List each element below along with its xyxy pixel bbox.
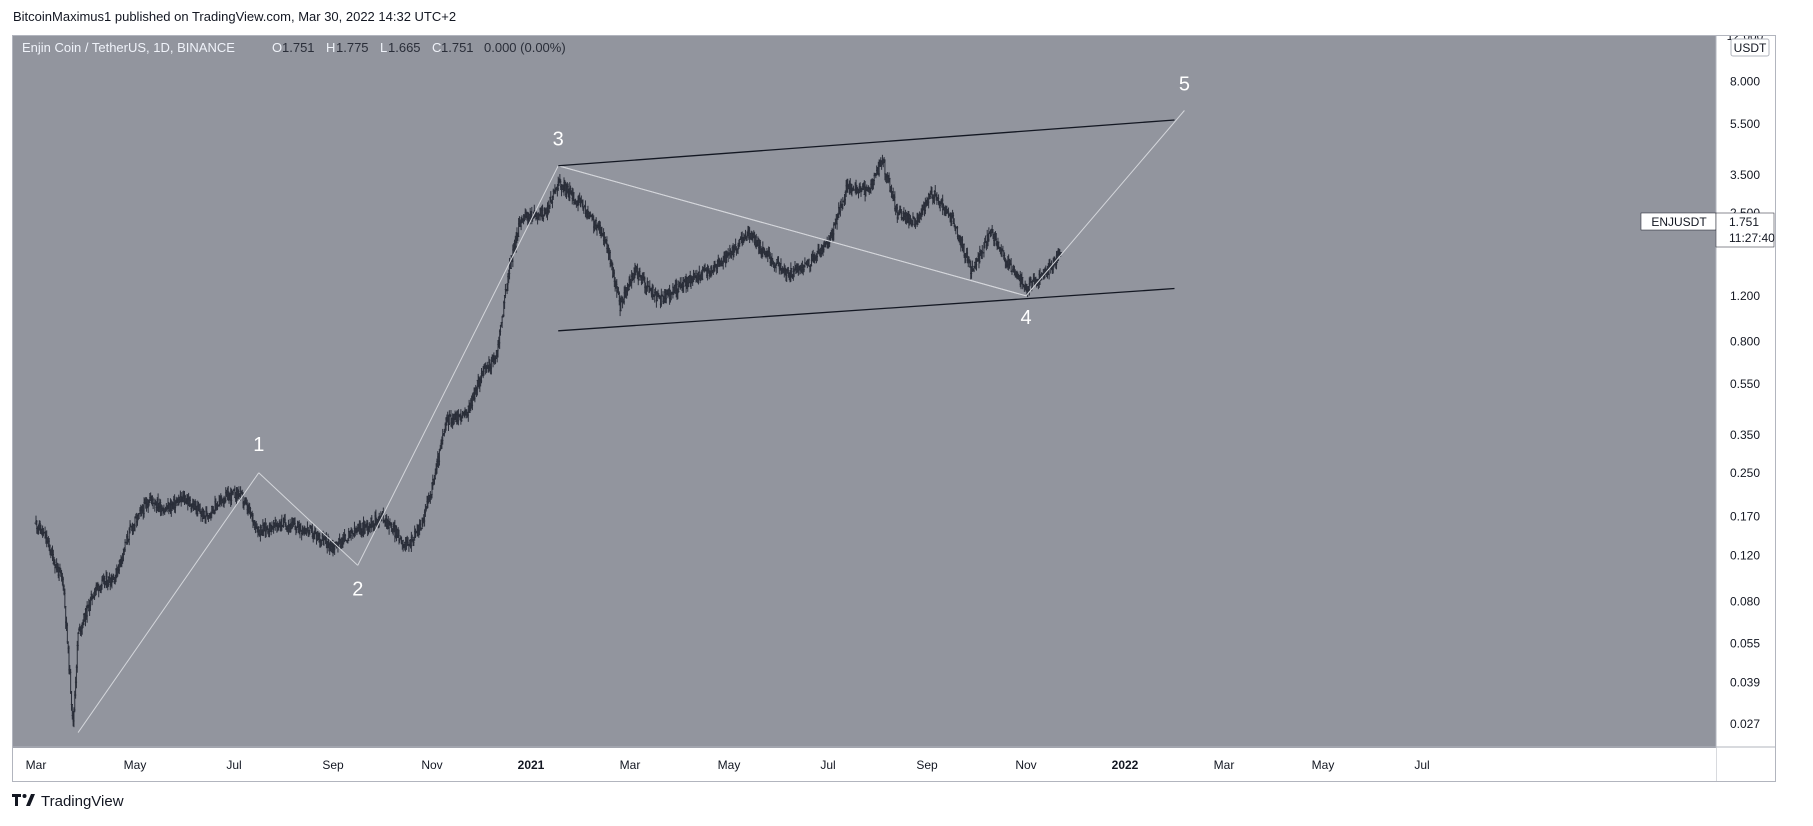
time-axis-background[interactable] (13, 748, 1716, 781)
drawing-layer (77, 110, 1185, 733)
wave-segment (1025, 110, 1185, 297)
wave-label-5: 5 (1179, 74, 1190, 96)
ohlc-bars (34, 154, 1063, 728)
wave-label-4: 4 (1020, 307, 1031, 329)
price-axis-ticks: 12.0008.0005.5003.5002.5001.2000.8000.55… (1727, 36, 1764, 731)
wave-segment (77, 472, 260, 733)
channel-lower-line (558, 287, 1175, 332)
wave-label-2: 2 (352, 578, 363, 600)
plot-background (13, 36, 1716, 781)
wave-segment (258, 472, 359, 566)
price-tick-label: 5.500 (1730, 117, 1760, 131)
wave-labels: 1 2 3 4 5 (253, 74, 1190, 601)
downtrend-line (558, 165, 1027, 297)
price-axis-background[interactable] (1716, 36, 1775, 781)
wave-label-3: 3 (553, 129, 564, 151)
channel-upper-line (558, 119, 1175, 167)
price-tick-label: 8.000 (1730, 75, 1760, 89)
wave-label-1: 1 (253, 434, 264, 456)
wave-segment (357, 165, 559, 566)
publisher-header: BitcoinMaximus1 published on TradingView… (13, 9, 457, 24)
